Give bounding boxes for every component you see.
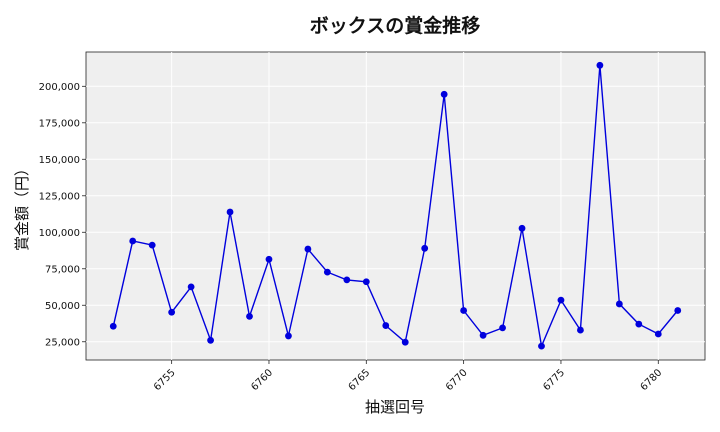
- data-point: [596, 61, 604, 69]
- y-tick-label: 100,000: [39, 228, 80, 239]
- data-point: [615, 300, 623, 308]
- x-tick-label: 6780: [639, 367, 665, 393]
- data-point: [635, 320, 643, 328]
- y-tick-label: 75,000: [45, 264, 80, 275]
- data-point: [187, 283, 195, 291]
- y-tick-label: 175,000: [39, 118, 80, 129]
- data-point: [421, 244, 429, 252]
- grid-x: [171, 52, 659, 360]
- data-point: [518, 224, 526, 232]
- data-point: [460, 307, 468, 314]
- data-point: [479, 331, 487, 339]
- data-point: [148, 241, 156, 249]
- data-point: [362, 278, 370, 286]
- data-point: [538, 342, 545, 350]
- data-point: [654, 330, 662, 338]
- series-group: [109, 61, 682, 350]
- data-point: [226, 208, 234, 216]
- data-point: [285, 332, 292, 340]
- chart-title: ボックスの賞金推移: [310, 14, 480, 37]
- data-point: [382, 322, 390, 329]
- data-point: [674, 307, 682, 314]
- x-axis-ticks: 6755 6760 6765 6770 6775 6780: [152, 360, 664, 393]
- data-point: [499, 324, 506, 332]
- y-tick-label: 150,000: [39, 155, 80, 166]
- data-point: [577, 326, 584, 334]
- x-axis-label: 抽選回号: [365, 398, 425, 416]
- data-point: [440, 90, 448, 98]
- data-point: [207, 336, 214, 344]
- x-tick-label: 6760: [249, 367, 275, 393]
- x-tick-label: 6775: [541, 367, 567, 393]
- y-tick-label: 125,000: [39, 191, 80, 202]
- y-tick-label: 50,000: [45, 301, 80, 312]
- data-point: [557, 296, 565, 304]
- y-tick-label: 25,000: [45, 337, 80, 348]
- y-axis-label: 賞金額（円）: [13, 161, 31, 251]
- data-point: [343, 276, 351, 284]
- y-tick-label: 200,000: [39, 82, 80, 93]
- data-point: [246, 312, 253, 320]
- data-point: [401, 338, 409, 346]
- data-point: [323, 268, 331, 276]
- data-point: [129, 237, 137, 245]
- x-tick-label: 6770: [444, 367, 470, 393]
- plot-area: [85, 51, 706, 361]
- data-point: [168, 308, 176, 316]
- x-tick-label: 6765: [347, 367, 373, 393]
- x-tick-label: 6755: [152, 367, 178, 393]
- y-axis-ticks: 25,000 50,000 75,000 100,000 125,000 150,000 1…: [39, 82, 86, 348]
- data-point: [265, 255, 273, 263]
- data-point: [109, 322, 117, 330]
- data-point: [304, 245, 312, 253]
- series-line: [112, 65, 679, 349]
